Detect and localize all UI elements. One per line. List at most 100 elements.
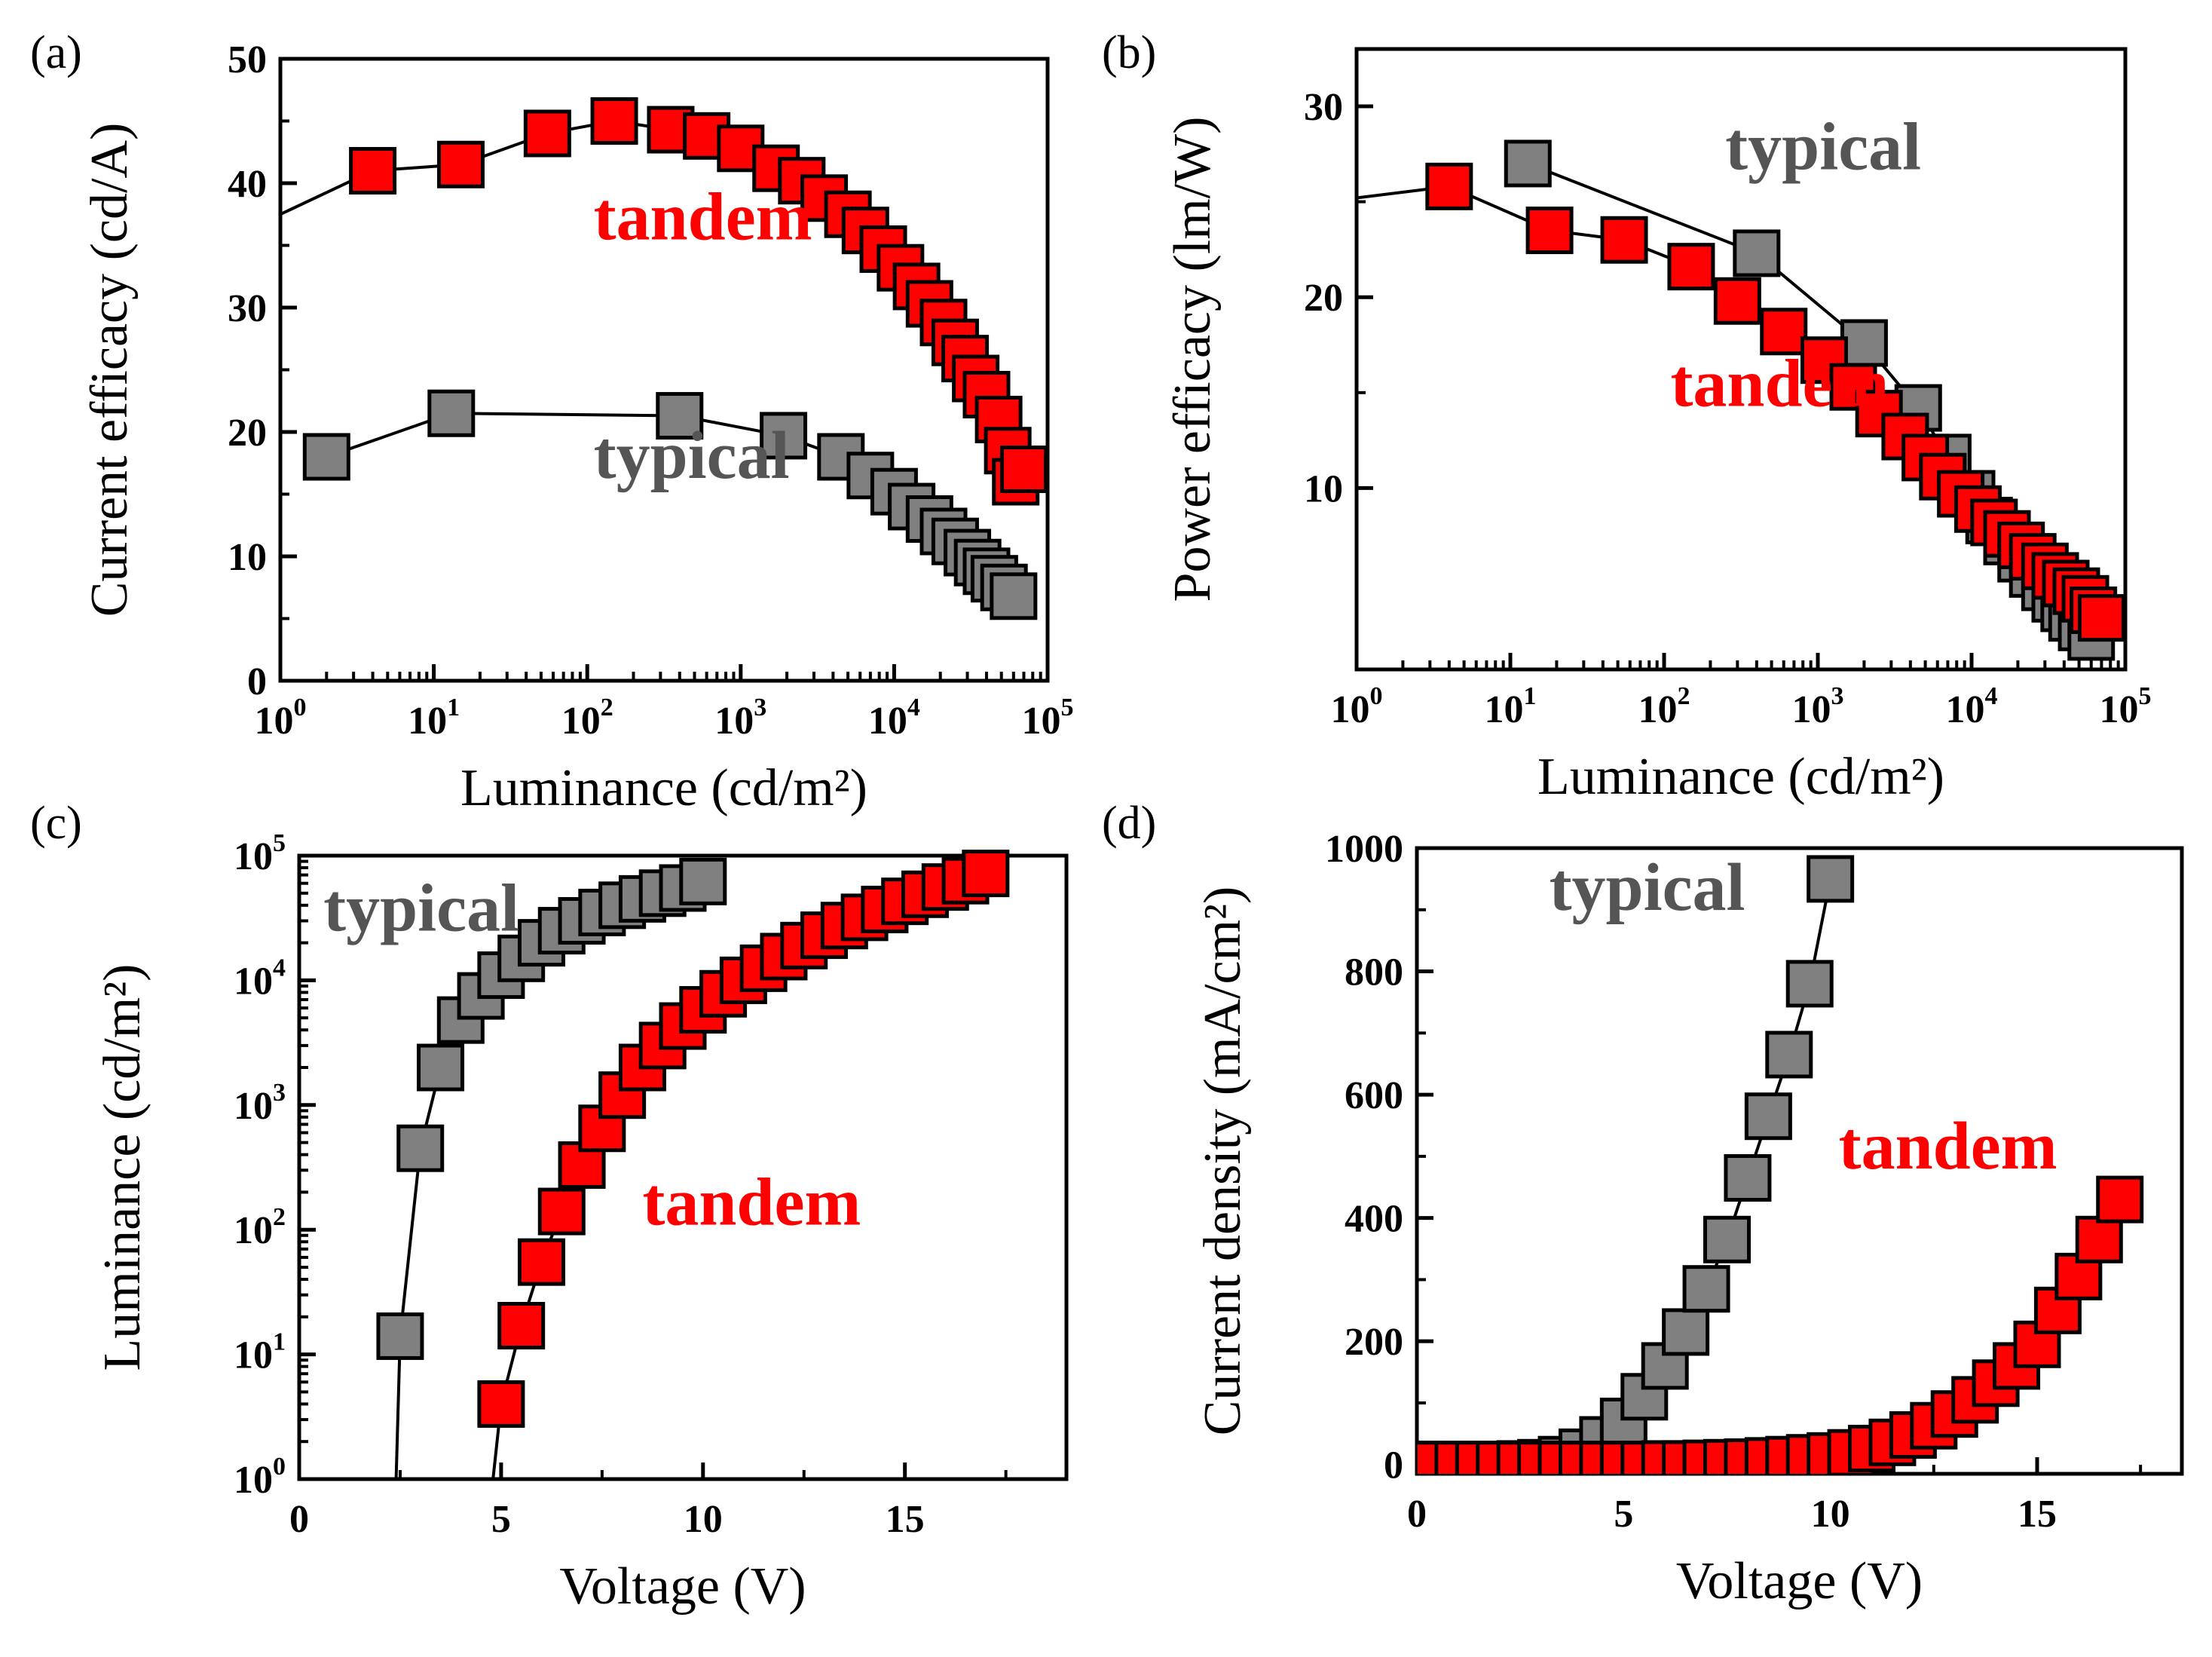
x-tick-label: 0 (289, 1498, 309, 1541)
y-tick-label: 800 (1345, 951, 1403, 994)
data-point-typical (1662, 1308, 1710, 1356)
x-tick-label: 10 (684, 1498, 723, 1541)
series-typical (302, 389, 1038, 620)
x-tick-label: 5 (491, 1498, 511, 1541)
x-tick-label: 100 (1331, 682, 1383, 731)
x-tick-label: 105 (1022, 694, 1074, 743)
x-tick-label: 100 (255, 694, 307, 743)
data-point-typical (396, 1124, 445, 1172)
data-point-tandem (1667, 243, 1715, 291)
panel-label: (d) (1102, 798, 1156, 849)
data-point-tandem (962, 850, 1010, 898)
data-point-typical (1807, 855, 1855, 903)
panel-label: (a) (30, 27, 82, 78)
x-tick-label: 5 (1614, 1493, 1633, 1536)
y-tick-label: 105 (234, 829, 286, 878)
x-tick-label: 15 (2018, 1493, 2057, 1536)
data-point-tandem (1760, 308, 1808, 356)
x-axis-label: Voltage (V) (559, 1557, 806, 1616)
data-point-tandem (1713, 277, 1761, 325)
panel-c: (c) 0 5 10 15 100 101 102 103 104 105 Voltage (V) Lu… (30, 798, 1069, 1616)
data-point-tandem (497, 1301, 546, 1349)
data-point-tandem (436, 140, 485, 188)
data-point-typical (376, 1312, 424, 1360)
panel-label: (b) (1102, 27, 1156, 78)
x-tick-label: 104 (868, 694, 920, 743)
data-point-tandem (523, 109, 571, 158)
data-point-tandem (1600, 216, 1648, 264)
y-tick-label: 103 (234, 1079, 286, 1128)
data-point-typical (1733, 229, 1781, 277)
data-point-typical (302, 433, 350, 481)
y-tick-label: 10 (228, 536, 267, 579)
data-point-typical (760, 412, 808, 460)
plot-area (1357, 139, 2125, 661)
plot-frame (1354, 47, 2128, 672)
y-tick-label: 50 (228, 38, 267, 81)
annotation-typical: typical (1550, 850, 1745, 925)
data-point-tandem (590, 97, 638, 145)
data-point-tandem (2096, 1175, 2144, 1224)
data-point-tandem (537, 1187, 586, 1236)
data-point-typical (1504, 139, 1552, 188)
x-tick-label: 102 (561, 694, 613, 743)
annotation-tandem: tandem (642, 1165, 861, 1239)
y-tick-label: 0 (1384, 1444, 1403, 1487)
y-tick-label: 30 (228, 287, 267, 330)
x-tick-label: 103 (1792, 682, 1844, 731)
data-point-typical (1785, 960, 1834, 1008)
x-axis-label: Luminance (cd/m²) (460, 759, 867, 817)
annotation-typical: typical (594, 418, 790, 493)
data-point-tandem (2077, 594, 2125, 642)
data-point-tandem (349, 147, 397, 194)
y-tick-label: 200 (1345, 1321, 1403, 1364)
y-tick-label: 0 (247, 660, 267, 703)
panel-d: (d) 0 5 10 15 0 200 400 600 800 1000 Voltage (V) Cur… (1102, 798, 2184, 1610)
panel-b: (b) 100 101 102 103 104 105 10 20 30 Luminance (cd… (1102, 27, 2152, 806)
y-axis-label: Current efficacy (cd/A) (81, 123, 139, 617)
series-tandem (280, 97, 1048, 506)
x-tick-label: 102 (1638, 682, 1690, 731)
plot-frame (1415, 846, 2184, 1476)
panel-label: (c) (30, 798, 82, 849)
y-tick-label: 20 (228, 412, 267, 455)
x-axis-label: Voltage (V) (1676, 1552, 1923, 1610)
data-point-tandem (1425, 162, 1473, 210)
data-point-typical (417, 1043, 465, 1092)
x-tick-label: 104 (1946, 682, 1998, 731)
y-tick-label: 1000 (1325, 828, 1403, 871)
plot-frame (297, 853, 1069, 1481)
data-point-typical (990, 572, 1038, 620)
plot-area (280, 97, 1048, 620)
y-tick-label: 102 (234, 1203, 286, 1252)
x-tick-label: 101 (1485, 682, 1537, 731)
annotation-typical: typical (1725, 110, 1921, 185)
data-point-tandem (477, 1380, 525, 1428)
y-axis-label: Power efficacy (lm/W) (1164, 117, 1222, 602)
y-tick-label: 100 (234, 1453, 286, 1502)
annotation-tandem: tandem (1839, 1109, 2057, 1184)
data-point-typical (1765, 1031, 1813, 1079)
y-axis-label: Current density (mA/cm²) (1194, 887, 1252, 1436)
y-tick-label: 101 (234, 1328, 286, 1377)
series-typical (376, 857, 727, 1479)
data-point-tandem (1525, 207, 1574, 255)
data-point-typical (427, 389, 476, 437)
data-point-typical (1724, 1153, 1772, 1202)
series-tandem (477, 850, 1010, 1479)
y-tick-label: 40 (228, 163, 267, 206)
data-point-typical (1703, 1215, 1751, 1263)
plot-area (376, 850, 1010, 1479)
series-typical (1417, 855, 1855, 1474)
annotation-tandem: tandem (594, 179, 812, 254)
annotation-typical: typical (323, 871, 519, 946)
x-tick-label: 101 (408, 694, 460, 743)
data-point-typical (1744, 1092, 1792, 1141)
y-tick-label: 30 (1304, 86, 1343, 129)
y-axis-label: Luminance (cd/m²) (93, 964, 151, 1371)
y-tick-label: 10 (1304, 467, 1343, 510)
x-tick-label: 10 (1811, 1493, 1850, 1536)
data-point-typical (1682, 1265, 1730, 1313)
y-tick-label: 20 (1304, 277, 1343, 320)
